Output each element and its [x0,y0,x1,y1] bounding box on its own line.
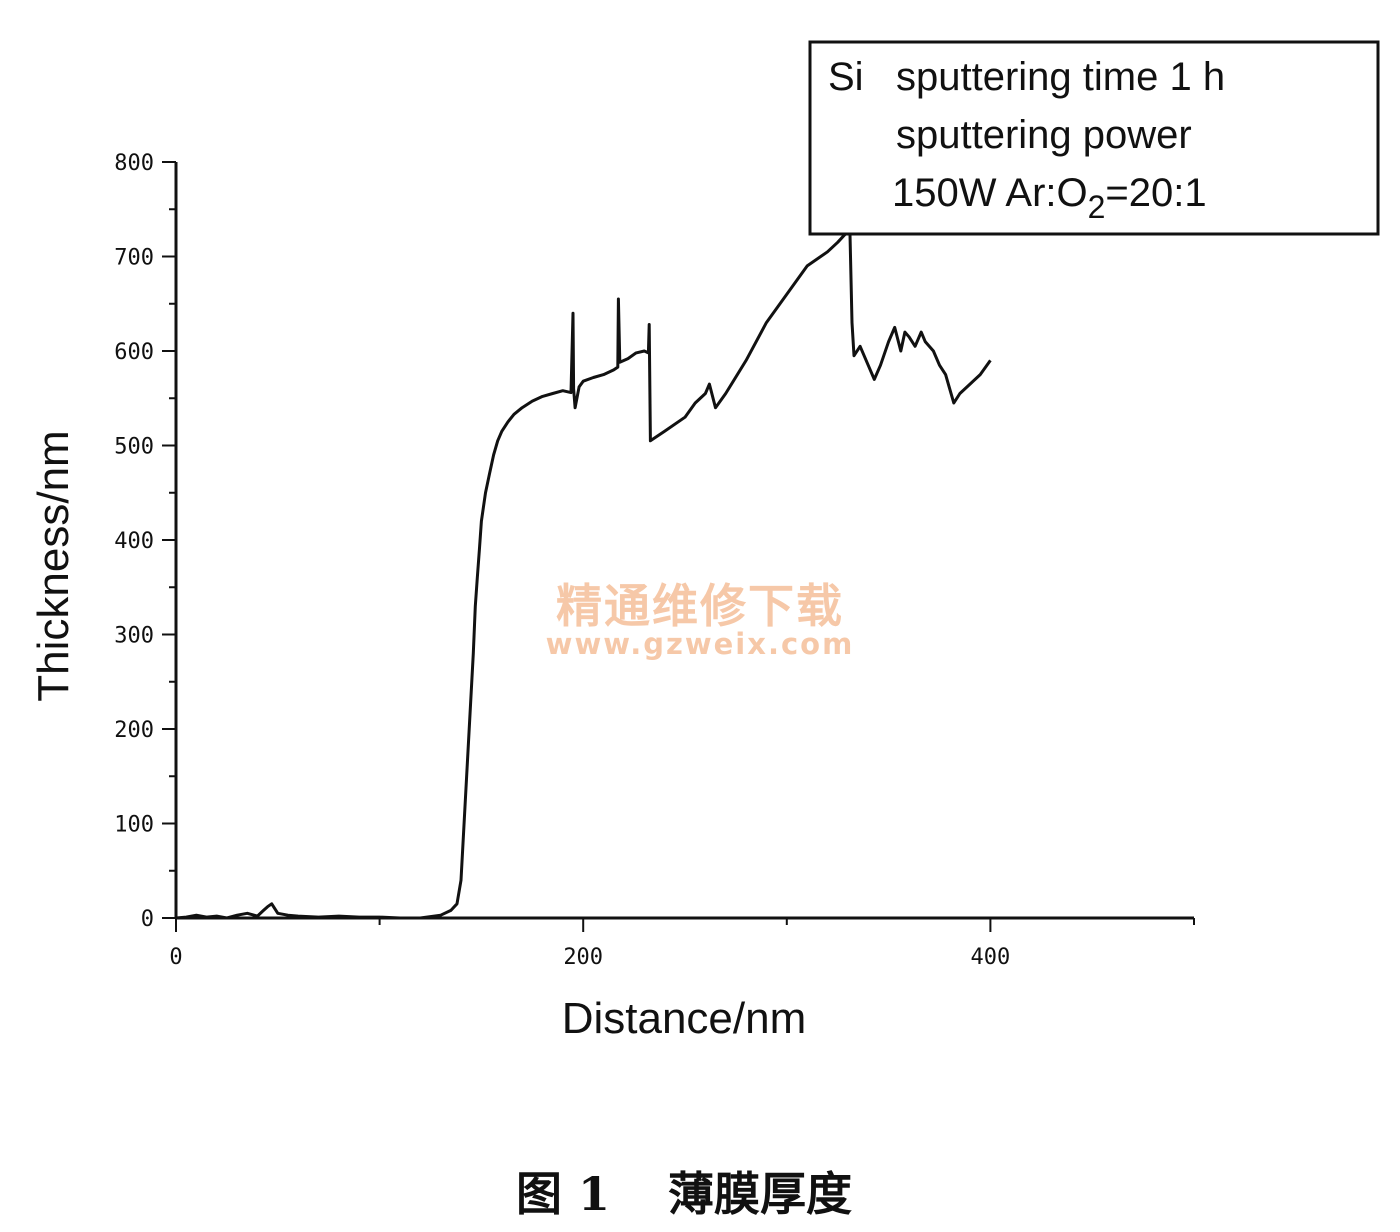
x-tick-label: 200 [563,945,603,970]
x-axis-title: Distance/nm [562,994,807,1043]
y-tick-label: 500 [114,435,154,460]
legend-prefix: Si [828,55,864,99]
figure-caption-text: 薄膜厚度 [668,1167,852,1221]
legend-line-3: 150W Ar:O2=20:1 [892,171,1207,225]
y-tick-label: 400 [114,529,154,554]
legend-line-3a: 150W Ar:O [892,171,1088,215]
x-tick-label: 0 [169,945,182,970]
legend-box: Si sputtering time 1 h sputtering power … [808,40,1380,236]
y-ticks: 0 100 200 300 400 500 600 700 800 [114,151,176,932]
thickness-series-line [175,228,992,920]
legend-line-1: sputtering time 1 h [896,55,1225,99]
legend-line-2: sputtering power [896,113,1192,157]
figure-caption-number: 图 1 [516,1167,610,1221]
axes: 0 200 400 0 100 200 300 400 500 600 700 800 [114,151,1195,970]
y-tick-label: 700 [114,246,154,271]
legend-frame [808,40,1380,236]
y-tick-label: 300 [114,624,154,649]
y-tick-label: 0 [141,907,154,932]
watermark-url: www.gzweix.com [546,627,855,661]
y-tick-label: 200 [114,718,154,743]
watermark-chinese: 精通维修下载 [556,579,844,633]
y-tick-label: 100 [114,813,154,838]
legend-line-3-subscript: 2 [1088,189,1106,225]
x-tick-label: 400 [971,945,1011,970]
x-ticks: 0 200 400 [169,918,1195,970]
y-tick-label: 800 [114,151,154,176]
y-tick-label: 600 [114,340,154,365]
y-axis-title: Thickness/nm [29,430,78,701]
legend-line-3b: =20:1 [1105,171,1206,215]
